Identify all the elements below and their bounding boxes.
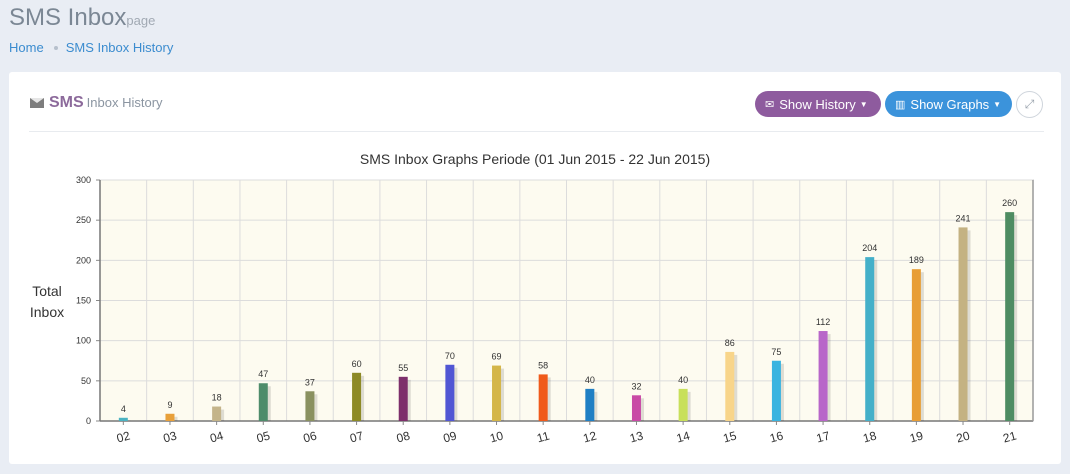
x-tick-label: 14	[675, 428, 692, 445]
x-tick-label: 08	[395, 428, 412, 445]
x-tick-label: 05	[255, 428, 272, 445]
bar	[911, 269, 921, 421]
bar	[678, 388, 688, 421]
bar	[865, 257, 875, 421]
bar	[585, 388, 595, 421]
bar	[492, 365, 502, 421]
bar-chart-icon: ▥	[895, 98, 906, 111]
bar-value-label: 70	[445, 351, 455, 361]
x-tick-label: 02	[115, 428, 132, 445]
envelope-icon: ✉	[765, 98, 775, 111]
x-tick-label: 11	[535, 429, 551, 446]
expand-icon[interactable]: ⤢	[1016, 91, 1043, 118]
bar-value-label: 204	[862, 243, 877, 253]
bar-value-label: 9	[167, 400, 172, 410]
bar	[725, 351, 735, 421]
y-tick-label: 50	[81, 376, 91, 386]
bar-value-label: 241	[956, 213, 971, 223]
x-tick-label: 17	[815, 428, 832, 445]
bar-value-label: 189	[909, 255, 924, 265]
bar	[818, 331, 828, 421]
bar	[118, 417, 128, 421]
x-tick-label: 09	[442, 428, 459, 445]
bar	[771, 360, 781, 421]
x-tick-label: 03	[162, 428, 179, 445]
bar-value-label: 58	[538, 360, 548, 370]
y-axis-label: Total Inbox	[22, 281, 72, 323]
chevron-down-icon: ▼	[859, 99, 868, 109]
breadcrumb: Home SMS Inbox History	[9, 40, 173, 55]
bar-value-label: 18	[212, 393, 222, 403]
bar-value-label: 47	[258, 369, 268, 379]
bar	[165, 413, 175, 421]
bar-value-label: 55	[398, 363, 408, 373]
x-tick-label: 16	[768, 428, 785, 445]
x-tick-label: 12	[582, 428, 599, 445]
breadcrumb-home-link[interactable]: Home	[9, 40, 44, 55]
envelope-icon	[30, 98, 44, 108]
bar-value-label: 32	[631, 381, 641, 391]
breadcrumb-current-link[interactable]: SMS Inbox History	[65, 40, 174, 55]
bar	[958, 227, 968, 421]
bar-value-label: 40	[585, 375, 595, 385]
x-tick-label: 07	[348, 428, 365, 445]
show-history-button[interactable]: ✉ Show History ▼	[755, 91, 881, 117]
breadcrumb-separator	[53, 45, 58, 50]
x-tick-label: 10	[488, 428, 505, 445]
bar	[212, 406, 222, 421]
bar	[445, 364, 455, 421]
y-tick-label: 200	[76, 255, 91, 265]
x-tick-label: 19	[908, 428, 925, 445]
bar-value-label: 37	[305, 377, 315, 387]
page-title-text: SMS Inbox	[9, 4, 127, 31]
y-tick-label: 0	[86, 416, 91, 426]
x-tick-label: 06	[302, 428, 319, 445]
bar-value-label: 69	[492, 352, 502, 362]
y-tick-label: 250	[76, 215, 91, 225]
chevron-down-icon: ▼	[993, 99, 1002, 109]
panel-header: SMS Inbox History	[30, 94, 163, 112]
panel-title-strong: SMS	[49, 94, 84, 111]
bar-value-label: 40	[678, 375, 688, 385]
bar	[631, 395, 641, 421]
bar-value-label: 112	[816, 317, 830, 327]
panel-divider	[29, 131, 1044, 132]
show-graphs-label: Show Graphs	[910, 96, 990, 112]
bar	[538, 374, 548, 421]
page-subtitle: page	[126, 13, 156, 28]
page-title: SMS Inboxpage	[9, 4, 155, 32]
x-tick-label: 04	[208, 428, 225, 445]
chart-title: SMS Inbox Graphs Periode (01 Jun 2015 - …	[359, 151, 711, 167]
bar-value-label: 260	[1002, 198, 1017, 208]
y-tick-label: 100	[76, 336, 91, 346]
x-tick-label: 13	[628, 428, 645, 445]
bar	[398, 376, 408, 421]
x-tick-label: 20	[955, 428, 972, 445]
y-tick-label: 150	[76, 296, 91, 306]
bar	[1005, 212, 1015, 421]
bar-value-label: 86	[725, 338, 735, 348]
show-graphs-button[interactable]: ▥ Show Graphs ▼	[885, 91, 1012, 117]
x-tick-label: 18	[861, 428, 878, 445]
x-tick-label: 21	[1001, 428, 1018, 445]
panel-title-light: Inbox History	[86, 95, 163, 110]
x-tick-label: 15	[722, 428, 739, 445]
bar	[352, 372, 362, 421]
bar	[258, 383, 268, 421]
bar-value-label: 75	[771, 347, 781, 357]
y-axis-label-text: Total Inbox	[29, 283, 65, 320]
bar-value-label: 60	[352, 359, 362, 369]
y-tick-label: 300	[76, 175, 91, 185]
show-history-label: Show History	[779, 96, 856, 112]
bar	[305, 391, 315, 421]
bar-value-label: 4	[121, 404, 126, 414]
